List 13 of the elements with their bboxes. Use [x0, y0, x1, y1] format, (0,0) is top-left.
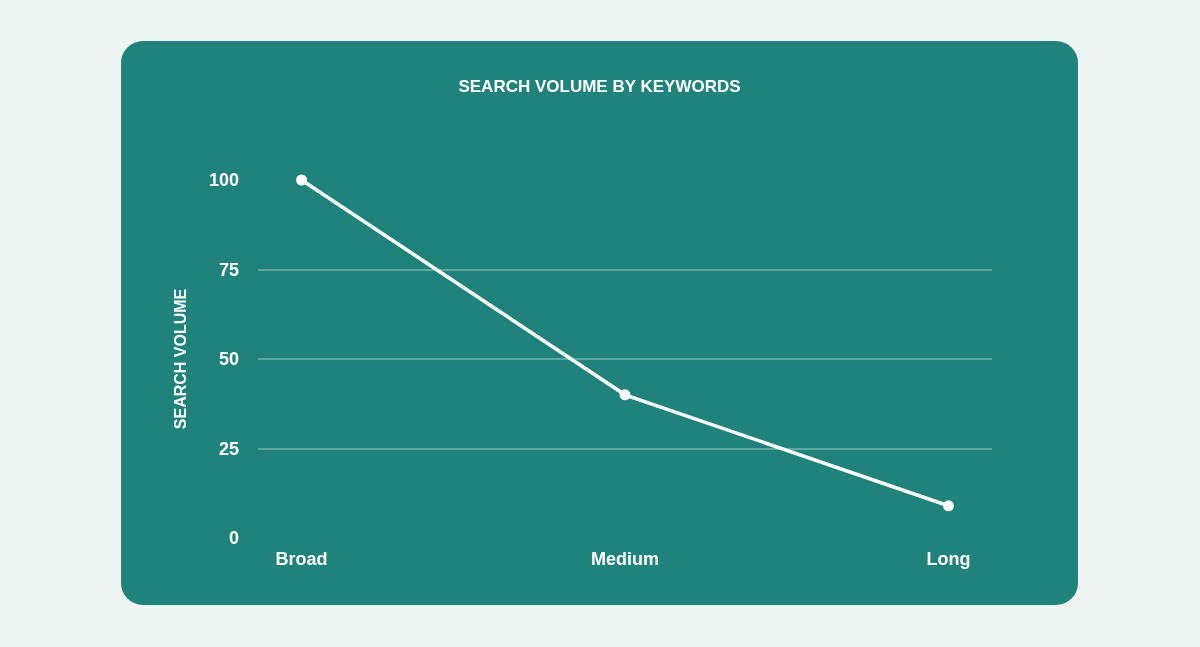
x-tick-label: Broad [275, 549, 328, 569]
x-tick-label: Medium [590, 549, 660, 569]
point [619, 389, 631, 401]
y-tick-label: 0 [228, 528, 239, 549]
point [296, 174, 308, 186]
x-tick-label: Long [926, 549, 971, 569]
y-tick-label: 25 [218, 438, 239, 459]
y-tick-label: 75 [218, 259, 239, 280]
y-axis-title: SEARCH VOLUME [171, 288, 189, 430]
y-tick-label: 50 [218, 349, 239, 370]
chart-title: SEARCH VOLUME BY KEYWORDS [458, 77, 741, 97]
y-tick-label: 100 [208, 170, 239, 191]
point [942, 500, 954, 512]
